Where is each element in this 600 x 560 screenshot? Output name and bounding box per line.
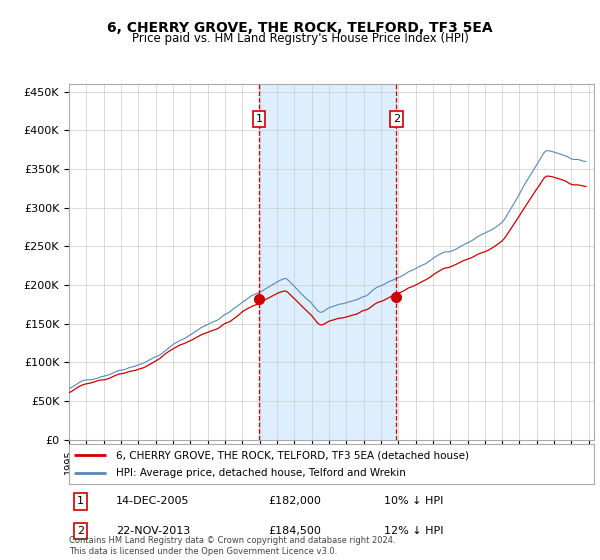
Text: 1: 1 bbox=[256, 114, 262, 124]
Text: Contains HM Land Registry data © Crown copyright and database right 2024.
This d: Contains HM Land Registry data © Crown c… bbox=[69, 536, 395, 556]
Text: 2: 2 bbox=[393, 114, 400, 124]
Text: HPI: Average price, detached house, Telford and Wrekin: HPI: Average price, detached house, Telf… bbox=[116, 468, 406, 478]
Text: 22-NOV-2013: 22-NOV-2013 bbox=[116, 526, 191, 536]
Text: 6, CHERRY GROVE, THE ROCK, TELFORD, TF3 5EA: 6, CHERRY GROVE, THE ROCK, TELFORD, TF3 … bbox=[107, 21, 493, 35]
Text: £184,500: £184,500 bbox=[269, 526, 322, 536]
Text: 6, CHERRY GROVE, THE ROCK, TELFORD, TF3 5EA (detached house): 6, CHERRY GROVE, THE ROCK, TELFORD, TF3 … bbox=[116, 450, 469, 460]
Text: Price paid vs. HM Land Registry's House Price Index (HPI): Price paid vs. HM Land Registry's House … bbox=[131, 32, 469, 45]
Text: 12% ↓ HPI: 12% ↓ HPI bbox=[384, 526, 443, 536]
Text: 14-DEC-2005: 14-DEC-2005 bbox=[116, 496, 190, 506]
Text: 2: 2 bbox=[77, 526, 84, 536]
Bar bbox=[259, 84, 397, 440]
Text: 1: 1 bbox=[77, 496, 84, 506]
Text: 10% ↓ HPI: 10% ↓ HPI bbox=[384, 496, 443, 506]
Text: £182,000: £182,000 bbox=[269, 496, 322, 506]
